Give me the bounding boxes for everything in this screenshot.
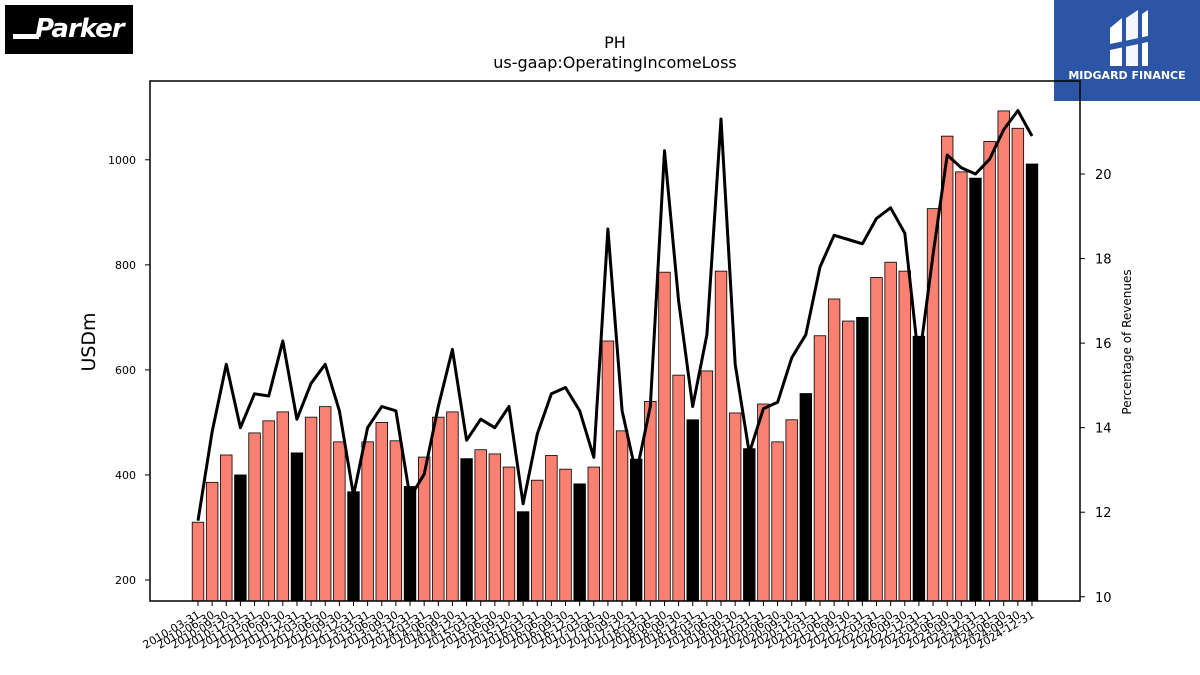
bar (799, 393, 813, 602)
bar (347, 491, 360, 602)
y2-tick-label: 14 (1095, 422, 1112, 437)
bar (488, 453, 502, 602)
midgard-finance-logo: MIDGARD FINANCE (1054, 0, 1200, 101)
y-tick-label: 1000 (108, 154, 136, 167)
bar (743, 448, 756, 602)
bar (276, 411, 290, 602)
chart-title: PH (604, 33, 626, 52)
bar (389, 440, 403, 602)
y2-tick-label: 16 (1095, 337, 1112, 352)
bar (714, 270, 728, 602)
bar (955, 171, 968, 602)
bar (375, 422, 388, 602)
bar (248, 432, 261, 602)
bar (191, 521, 205, 602)
bar (559, 468, 572, 602)
y-tick-label: 200 (115, 574, 136, 587)
bar (545, 455, 558, 602)
bar (205, 481, 219, 602)
bar (361, 441, 374, 602)
y2-tick-label: 18 (1095, 253, 1112, 268)
midgard-mark-icon (1110, 10, 1148, 66)
bar (827, 298, 841, 602)
bar (432, 416, 445, 602)
margin-line-group (196, 109, 1034, 521)
bar (700, 370, 714, 602)
chart-subtitle: us-gaap:OperatingIncomeLoss (493, 53, 737, 72)
bar (686, 419, 699, 602)
bar (403, 486, 417, 602)
bar (220, 454, 233, 602)
y2-tick-label: 10 (1095, 591, 1112, 606)
bar (630, 458, 643, 602)
midgard-logo-text: MIDGARD FINANCE (1068, 69, 1186, 82)
bar (573, 483, 586, 602)
bar (884, 261, 897, 602)
bar (983, 141, 996, 602)
parker-logo-text: Parker (35, 14, 125, 44)
bar (304, 416, 318, 602)
plot-frame (149, 80, 1081, 602)
bar (333, 441, 346, 602)
bar (502, 466, 516, 602)
bar (940, 135, 954, 602)
bar (658, 271, 671, 602)
bar (234, 474, 247, 602)
bar (446, 411, 459, 602)
bar (601, 340, 615, 602)
bar (997, 110, 1010, 602)
bar (728, 412, 742, 602)
parker-logo-bar (13, 34, 39, 39)
y-tick-label: 400 (115, 469, 136, 482)
axes-group: 20040060080010001012141618202010-03-3120… (108, 80, 1112, 652)
margin-line (196, 109, 1034, 521)
bar (870, 277, 883, 602)
parker-logo: Parker (5, 5, 133, 54)
bar (262, 420, 275, 602)
bar (474, 449, 487, 602)
bar (969, 177, 982, 602)
bar (757, 403, 770, 602)
bar (842, 320, 855, 602)
bar (771, 441, 784, 602)
y-tick-label: 600 (115, 364, 136, 377)
y2-axis-label: Percentage of Revenues (1120, 269, 1134, 414)
bar (615, 430, 629, 602)
bar (912, 335, 926, 602)
bar (898, 270, 911, 602)
bar (856, 316, 869, 602)
bar (460, 458, 473, 602)
y2-tick-label: 20 (1095, 168, 1112, 183)
y-tick-label: 800 (115, 259, 136, 272)
bar (1025, 163, 1039, 602)
y2-tick-label: 12 (1095, 506, 1112, 521)
bar (813, 335, 827, 602)
bar (290, 452, 304, 602)
bar (672, 374, 685, 602)
y-axis-label: USDm (78, 312, 100, 371)
bar (1011, 127, 1025, 602)
bar (319, 406, 332, 602)
bar (785, 419, 798, 602)
bar (926, 208, 940, 602)
bar (587, 466, 600, 602)
bars-group (191, 110, 1039, 602)
bar (531, 479, 544, 602)
bar (516, 511, 530, 602)
